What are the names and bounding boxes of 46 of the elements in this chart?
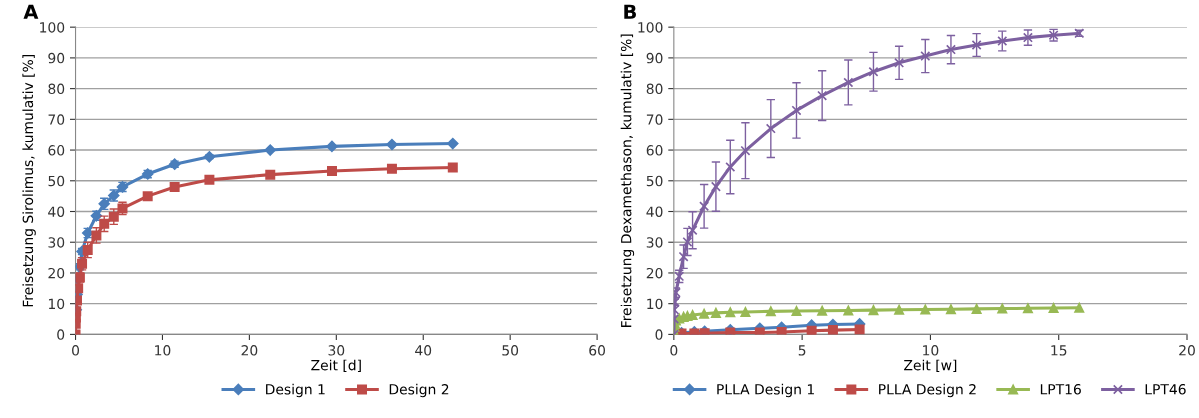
legend-label: Design 2 xyxy=(389,383,449,398)
legend-label: PLLA Design 2 xyxy=(879,383,976,398)
y-tick-label: 80 xyxy=(48,83,65,95)
chart-title: A xyxy=(23,4,39,19)
y-tick-label: 100 xyxy=(40,22,65,33)
y-tick-label: 30 xyxy=(48,237,65,248)
x-tick-label: 0 xyxy=(72,345,80,356)
x-tick-label: 10 xyxy=(155,345,171,356)
y-tick-label: 20 xyxy=(646,267,663,279)
x-tick-label: 60 xyxy=(589,345,606,356)
x-tick-label: 20 xyxy=(241,345,258,356)
x-tick-label: 50 xyxy=(502,345,519,356)
y-tick-label: 40 xyxy=(48,206,65,217)
y-tick-label: 10 xyxy=(48,298,65,310)
y-tick-label: 0 xyxy=(655,329,663,340)
x-tick-label: 20 xyxy=(1179,345,1195,356)
x-tick-label: 0 xyxy=(670,345,678,356)
x-tick-label: 10 xyxy=(923,345,939,356)
y-tick-label: 50 xyxy=(646,175,663,187)
y-tick-label: 60 xyxy=(48,145,65,156)
y-tick-label: 90 xyxy=(646,52,663,64)
x-axis-title: Zeit [d] xyxy=(311,359,361,373)
x-tick-label: 40 xyxy=(415,345,432,356)
legend-label: PLLA Design 1 xyxy=(717,383,814,398)
y-tick-label: 10 xyxy=(647,298,663,310)
x-tick-label: 30 xyxy=(328,345,345,356)
x-tick-label: 15 xyxy=(1051,345,1067,356)
y-tick-label: 60 xyxy=(646,145,663,156)
y-tick-label: 20 xyxy=(48,267,65,279)
x-axis-title: Zeit [w] xyxy=(904,359,957,373)
y-tick-label: 30 xyxy=(646,237,663,248)
y-axis-title: Freisetzung Dexamethason, kumulativ [%] xyxy=(620,34,635,327)
y-tick-label: 40 xyxy=(646,206,663,217)
y-tick-label: 0 xyxy=(57,329,65,340)
legend-label: Design 1 xyxy=(266,383,325,398)
y-tick-label: 70 xyxy=(48,114,65,125)
y-tick-label: 50 xyxy=(48,175,65,187)
y-axis-title: Freisetzung Sirolimus, kumulativ [%] xyxy=(22,55,36,307)
y-tick-label: 100 xyxy=(638,22,663,33)
legend-label: LPT16 xyxy=(1040,384,1081,395)
chart-title: B xyxy=(624,4,636,19)
x-tick-label: 5 xyxy=(798,345,806,356)
y-tick-label: 90 xyxy=(48,52,65,64)
y-tick-label: 70 xyxy=(646,114,663,125)
y-tick-label: 80 xyxy=(646,83,663,95)
legend-label: LPT46 xyxy=(1145,384,1186,395)
